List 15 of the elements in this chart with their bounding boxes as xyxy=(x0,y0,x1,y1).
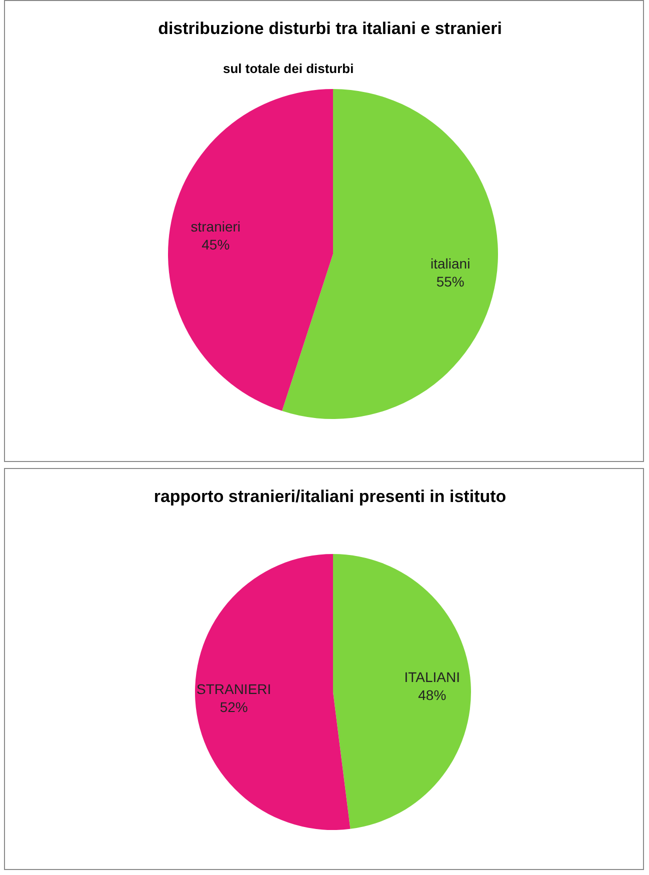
data-label: 52% xyxy=(220,699,248,716)
data-label: 45% xyxy=(202,236,230,252)
chart-title: distribuzione disturbi tra italiani e stranieri xyxy=(157,19,503,39)
slice-label: stranieri xyxy=(190,218,241,234)
slice-label: STRANIERI xyxy=(196,681,272,698)
data-label: 48% xyxy=(418,686,446,703)
slice-label: ITALIANI xyxy=(404,668,460,685)
chart-subtitle: sul totale dei disturbi xyxy=(223,61,354,76)
pie-slice xyxy=(333,554,471,829)
pie-slice xyxy=(282,89,498,419)
chart-title: rapporto stranieri/italiani presenti in istituto xyxy=(152,487,508,507)
pie-slice xyxy=(168,89,333,411)
slice-label: italiani xyxy=(430,256,470,272)
data-label: 55% xyxy=(436,274,464,290)
pie-slice xyxy=(195,554,350,830)
